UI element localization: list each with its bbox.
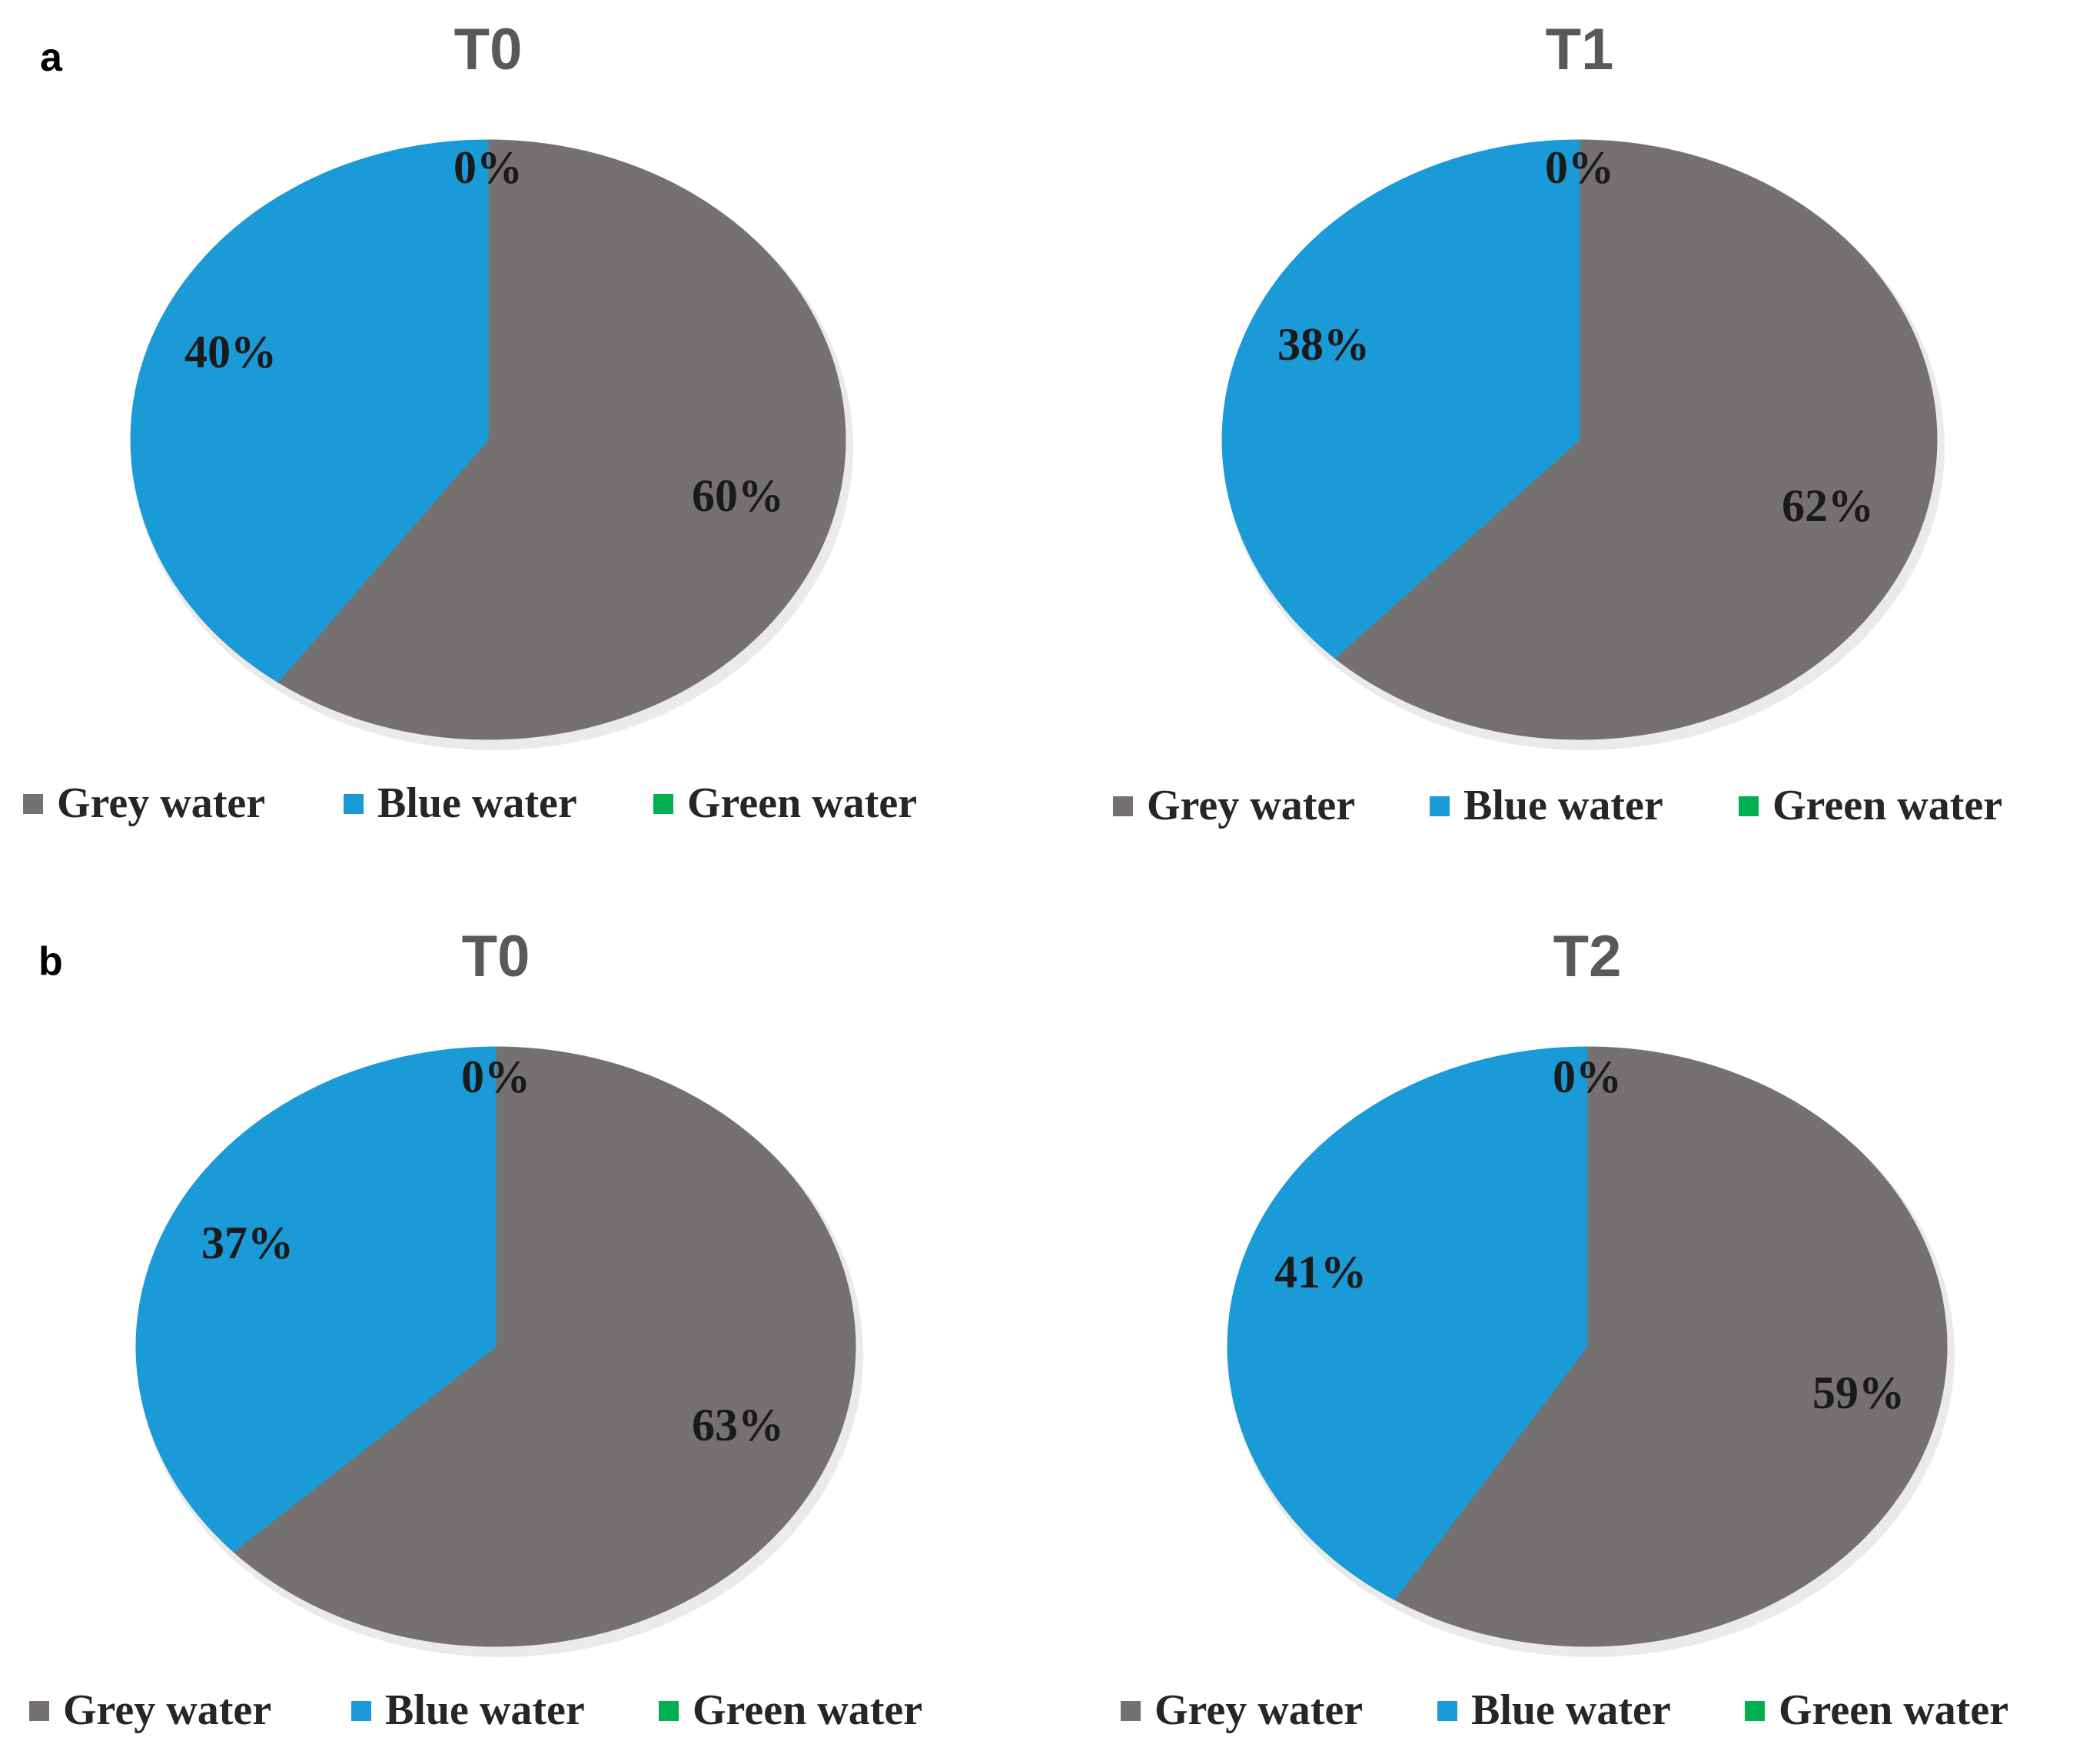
- legend-label-blue-water: Blue water: [1471, 1686, 1671, 1734]
- data-label-grey-water: 60%: [692, 470, 784, 521]
- legend-label-blue-water: Blue water: [1463, 782, 1663, 829]
- data-label-grey-water: 63%: [692, 1400, 784, 1450]
- pie-slice-blue-water: [130, 139, 489, 683]
- chart-title: T1: [1546, 17, 1614, 82]
- panel-letter-a: a: [40, 35, 63, 80]
- pie-slice-blue-water: [1227, 1046, 1588, 1600]
- legend-label-green-water: Green water: [693, 1686, 922, 1734]
- data-label-green-water: 0%: [1553, 1051, 1622, 1102]
- pie-slice-grey-water: [1334, 139, 1938, 740]
- legend: Grey water Blue water Green water: [29, 1686, 922, 1734]
- pie-slice-blue-water: [1221, 139, 1580, 659]
- legend-swatch-blue-water: [351, 1701, 371, 1721]
- legend-swatch-blue-water: [1437, 1701, 1457, 1721]
- legend-swatch-grey-water: [1113, 796, 1133, 816]
- data-label-grey-water: 59%: [1812, 1367, 1905, 1418]
- data-label-blue-water: 40%: [184, 327, 277, 377]
- legend-swatch-blue-water: [1430, 796, 1450, 816]
- data-label-green-water: 0%: [1545, 142, 1614, 193]
- legend: Grey water Blue water Green water: [1113, 782, 2002, 829]
- data-label-green-water: 0%: [461, 1051, 530, 1102]
- legend-label-grey-water: Grey water: [1147, 782, 1355, 829]
- chart-b-t0: T0 63% 37% 0% Grey water Blue water Green wate…: [29, 924, 922, 1734]
- legend-label-green-water: Green water: [687, 779, 917, 827]
- legend-label-grey-water: Grey water: [63, 1686, 271, 1734]
- pie-slice-grey-water: [1394, 1046, 1948, 1647]
- pie-slice-grey-water: [233, 1046, 856, 1647]
- legend-label-grey-water: Grey water: [57, 779, 265, 827]
- chart-title: T0: [462, 924, 530, 989]
- legend-swatch-blue-water: [344, 794, 364, 814]
- legend: Grey water Blue water Green water: [23, 779, 917, 827]
- legend-label-blue-water: Blue water: [385, 1686, 585, 1734]
- legend-swatch-grey-water: [1121, 1701, 1141, 1721]
- data-label-green-water: 0%: [453, 142, 523, 193]
- legend-swatch-green-water: [1745, 1701, 1765, 1721]
- data-label-blue-water: 38%: [1277, 319, 1370, 370]
- legend-label-green-water: Green water: [1772, 782, 2002, 829]
- legend-swatch-green-water: [1739, 796, 1759, 816]
- legend-label-grey-water: Grey water: [1154, 1686, 1363, 1734]
- legend: Grey water Blue water Green water: [1121, 1686, 2008, 1734]
- panel-letter-b: b: [38, 939, 63, 984]
- legend-label-blue-water: Blue water: [377, 779, 577, 827]
- legend-swatch-green-water: [653, 794, 673, 814]
- legend-swatch-grey-water: [29, 1701, 49, 1721]
- chart-a-t0: T0 60% 40% 0% Grey water Blue water Green wate…: [23, 17, 917, 827]
- pie-slice-grey-water: [277, 139, 846, 740]
- pie-slice-blue-water: [135, 1046, 497, 1553]
- chart-a-t1: T1 62% 38% 0% Grey water Blue water Green wate…: [1113, 17, 2002, 829]
- data-label-grey-water: 62%: [1782, 480, 1874, 531]
- chart-b-t2: T2 59% 41% 0% Grey water Blue water Green wate…: [1121, 924, 2008, 1734]
- data-label-blue-water: 37%: [201, 1218, 294, 1268]
- legend-label-green-water: Green water: [1779, 1686, 2008, 1734]
- legend-swatch-green-water: [659, 1701, 679, 1721]
- chart-title: T0: [454, 17, 523, 82]
- data-label-blue-water: 41%: [1274, 1247, 1367, 1297]
- chart-title: T2: [1553, 924, 1622, 989]
- legend-swatch-grey-water: [23, 794, 43, 814]
